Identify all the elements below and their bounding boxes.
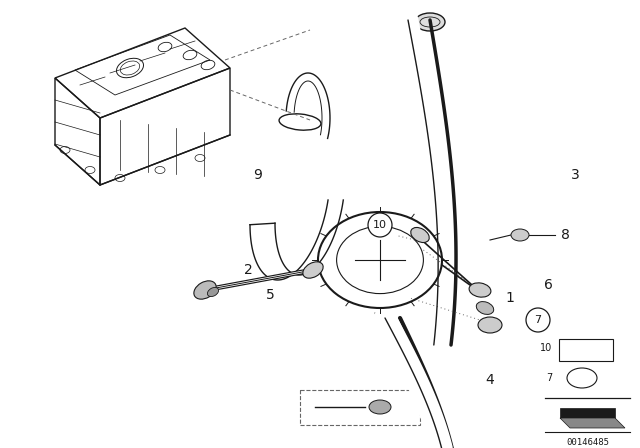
Text: 10: 10 xyxy=(373,220,387,230)
Ellipse shape xyxy=(369,400,391,414)
Text: 8: 8 xyxy=(561,228,570,242)
Text: 4: 4 xyxy=(486,373,494,387)
Circle shape xyxy=(368,213,392,237)
Text: 2: 2 xyxy=(244,263,252,277)
Text: 1: 1 xyxy=(506,291,515,305)
Text: 10: 10 xyxy=(540,343,552,353)
Ellipse shape xyxy=(415,13,445,31)
Circle shape xyxy=(526,308,550,332)
Text: 7: 7 xyxy=(546,373,552,383)
Ellipse shape xyxy=(478,317,502,333)
Polygon shape xyxy=(560,418,625,428)
Text: 00146485: 00146485 xyxy=(566,438,609,447)
Ellipse shape xyxy=(476,302,493,314)
Text: 6: 6 xyxy=(543,278,552,292)
Text: 9: 9 xyxy=(253,168,262,182)
Ellipse shape xyxy=(511,229,529,241)
Ellipse shape xyxy=(411,228,429,242)
Ellipse shape xyxy=(303,262,323,278)
Ellipse shape xyxy=(207,288,219,297)
Text: 7: 7 xyxy=(534,315,541,325)
Ellipse shape xyxy=(469,283,491,297)
Polygon shape xyxy=(560,408,615,418)
Text: 5: 5 xyxy=(266,288,275,302)
Text: 3: 3 xyxy=(571,168,579,182)
Ellipse shape xyxy=(194,281,216,299)
